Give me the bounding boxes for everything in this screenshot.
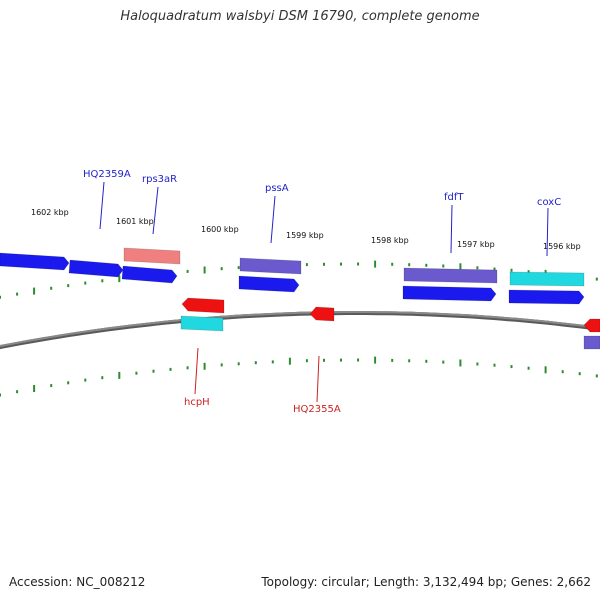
rna-rps3ar[interactable] <box>123 247 181 265</box>
coordinate-labels: 1602 kbp 1601 kbp 1600 kbp 1599 kbp 1598… <box>31 208 581 251</box>
leader-pssa <box>270 195 276 244</box>
gene-label-rps3ar[interactable]: rps3aR <box>142 174 177 185</box>
accession-label: Accession: NC_008212 <box>9 575 146 589</box>
cds-forward-pssa[interactable] <box>238 275 300 293</box>
leader-hq2355a <box>316 355 320 403</box>
leader-hq2359a <box>99 181 105 230</box>
leader-hcph <box>194 347 199 395</box>
gene-label-hq2359a[interactable]: HQ2359A <box>83 169 131 180</box>
feature-inner-edge[interactable] <box>583 335 600 350</box>
kbp-label: 1598 kbp <box>371 236 409 245</box>
feature-coxc-outer[interactable] <box>509 271 585 287</box>
cds-forward-feature[interactable] <box>0 252 70 271</box>
feature-track <box>0 247 600 350</box>
kbp-label: 1599 kbp <box>286 231 324 240</box>
cds-reverse-feature[interactable] <box>583 318 600 333</box>
leader-coxc <box>546 207 549 257</box>
feature-hcph-inner[interactable] <box>180 315 224 332</box>
genome-stats-label: Topology: circular; Length: 3,132,494 bp… <box>261 575 591 589</box>
feature-fdft-outer[interactable] <box>403 267 498 284</box>
cds-forward-feature[interactable] <box>121 265 178 284</box>
kbp-label: 1597 kbp <box>457 240 495 249</box>
gene-label-fdft[interactable]: fdfT <box>444 192 464 203</box>
feature-pssa-outer[interactable] <box>239 257 302 275</box>
map-title: Haloquadratum walsbyi DSM 16790, complet… <box>120 9 480 24</box>
gene-label-pssa[interactable]: pssA <box>265 183 289 194</box>
gene-label-coxc[interactable]: coxC <box>537 197 561 208</box>
kbp-label: 1596 kbp <box>543 242 581 251</box>
cds-forward-coxc[interactable] <box>508 289 585 305</box>
gene-label-hcph[interactable]: hcpH <box>184 397 210 408</box>
kbp-label: 1600 kbp <box>201 225 239 234</box>
cds-forward-fdft[interactable] <box>402 285 497 302</box>
genome-backbone <box>0 311 600 348</box>
kbp-label: 1602 kbp <box>31 208 69 217</box>
gene-labels: HQ2359A rps3aR pssA fdfT coxC hcpH HQ235… <box>83 169 561 415</box>
label-leader-lines <box>99 181 549 403</box>
leader-fdft <box>450 204 453 254</box>
cds-reverse-hcph[interactable] <box>181 297 225 314</box>
leader-rps3ar <box>152 186 159 235</box>
kbp-label: 1601 kbp <box>116 217 154 226</box>
cds-forward-hq2359a[interactable] <box>68 259 124 278</box>
gene-label-hq2355a[interactable]: HQ2355A <box>293 404 341 415</box>
cds-reverse-hq2355a[interactable] <box>309 306 335 322</box>
inner-tick-track <box>0 356 598 397</box>
